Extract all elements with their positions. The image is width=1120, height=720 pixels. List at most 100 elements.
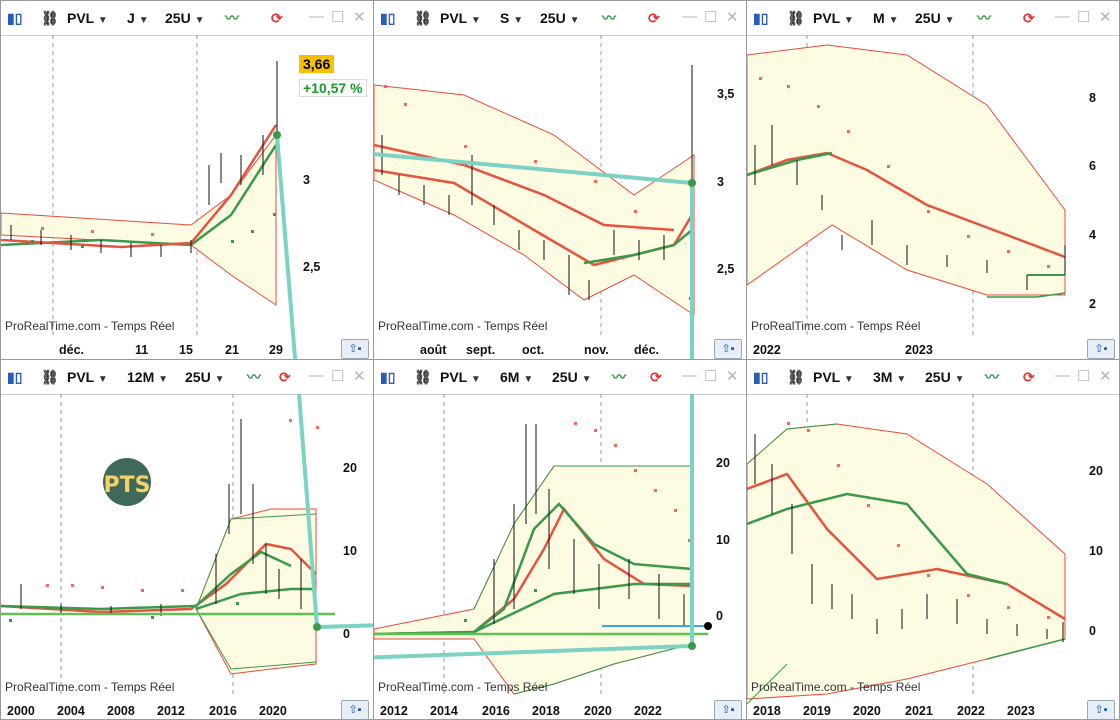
x-tick: 2019 xyxy=(803,704,831,718)
period-selector[interactable]: J ▼ xyxy=(127,10,149,26)
candlestick-icon[interactable]: ▮▯ xyxy=(380,10,396,26)
ticker-selector[interactable]: PVL ▼ xyxy=(813,10,854,26)
period-selector[interactable]: 12M ▼ xyxy=(127,369,169,385)
chart-svg: PTS xyxy=(1,394,373,694)
y-tick: 3,5 xyxy=(717,87,735,101)
indicator-icon[interactable]: 〰 xyxy=(225,10,239,26)
close-icon[interactable]: ✕ xyxy=(726,368,739,385)
pts-logo-text: PTS xyxy=(104,473,151,498)
units-selector[interactable]: 25U ▼ xyxy=(185,369,225,385)
price-chart[interactable]: 3,66 +10,57 % 3 2,5 ProRealTime.com - Te… xyxy=(1,35,373,359)
y-tick: 0 xyxy=(716,609,723,623)
maximize-icon[interactable]: ☐ xyxy=(1077,368,1091,385)
refresh-icon[interactable]: ⟳ xyxy=(650,369,662,385)
units-selector[interactable]: 25U ▼ xyxy=(540,10,580,26)
scroll-right-icon[interactable]: ⇧▪ xyxy=(341,339,369,359)
x-tick: 2012 xyxy=(157,704,185,718)
units-selector[interactable]: 25U ▼ xyxy=(925,369,965,385)
minimize-icon[interactable]: — xyxy=(682,367,697,384)
chart-panel-daily: ▮▯ ⛓ PVL ▼ J ▼ 25U ▼ 〰 ⟳ — ☐ ✕ xyxy=(0,0,374,360)
link-icon[interactable]: ⛓ xyxy=(41,10,59,26)
watermark: ProRealTime.com - Temps Réel xyxy=(378,680,548,694)
price-chart[interactable]: 3,5 3 2,5 ProRealTime.com - Temps Réel a… xyxy=(374,35,746,359)
period-selector[interactable]: 6M ▼ xyxy=(500,369,534,385)
period-selector[interactable]: S ▼ xyxy=(500,10,524,26)
scroll-right-icon[interactable]: ⇧▪ xyxy=(714,339,742,359)
watermark: ProRealTime.com - Temps Réel xyxy=(751,680,921,694)
change-percent-badge: +10,57 % xyxy=(299,79,367,97)
maximize-icon[interactable]: ☐ xyxy=(1077,9,1091,26)
indicator-icon[interactable]: 〰 xyxy=(247,369,261,385)
refresh-icon[interactable]: ⟳ xyxy=(1023,10,1035,26)
panel-toolbar: ▮▯ ⛓ PVL ▼ 3M ▼ 25U ▼ 〰 ⟳ — ☐ ✕ xyxy=(747,360,1119,395)
x-tick: 2000 xyxy=(7,704,35,718)
y-tick: 0 xyxy=(343,627,350,641)
indicator-icon[interactable]: 〰 xyxy=(602,10,616,26)
maximize-icon[interactable]: ☐ xyxy=(704,9,718,26)
scroll-right-icon[interactable]: ⇧▪ xyxy=(714,700,742,719)
link-icon[interactable]: ⛓ xyxy=(414,10,432,26)
scroll-right-icon[interactable]: ⇧▪ xyxy=(1087,700,1115,719)
ticker-selector[interactable]: PVL ▼ xyxy=(67,10,108,26)
units-selector[interactable]: 25U ▼ xyxy=(165,10,205,26)
scroll-right-icon[interactable]: ⇧▪ xyxy=(341,700,369,719)
link-icon[interactable]: ⛓ xyxy=(414,369,432,385)
maximize-icon[interactable]: ☐ xyxy=(331,9,345,26)
chart-panel-monthly: ▮▯ ⛓ PVL ▼ M ▼ 25U ▼ 〰 ⟳ — ☐ ✕ 8 6 xyxy=(746,0,1120,360)
price-chart[interactable]: 20 10 0 ProRealTime.com - Temps Réel 201… xyxy=(747,394,1119,719)
minimize-icon[interactable]: — xyxy=(1055,8,1070,25)
x-tick: 2018 xyxy=(532,704,560,718)
refresh-icon[interactable]: ⟳ xyxy=(648,10,660,26)
indicator-icon[interactable]: 〰 xyxy=(985,369,999,385)
close-icon[interactable]: ✕ xyxy=(726,9,739,26)
minimize-icon[interactable]: — xyxy=(309,8,324,25)
scroll-right-icon[interactable]: ⇧▪ xyxy=(1087,339,1115,359)
close-icon[interactable]: ✕ xyxy=(353,9,366,26)
close-icon[interactable]: ✕ xyxy=(1099,368,1112,385)
x-tick: 15 xyxy=(179,343,193,357)
y-tick: 3 xyxy=(303,173,310,187)
link-icon[interactable]: ⛓ xyxy=(787,10,805,26)
candlestick-icon[interactable]: ▮▯ xyxy=(380,369,396,385)
candlestick-icon[interactable]: ▮▯ xyxy=(753,369,769,385)
x-tick: 2022 xyxy=(753,343,781,357)
ticker-selector[interactable]: PVL ▼ xyxy=(813,369,854,385)
indicator-icon[interactable]: 〰 xyxy=(977,10,991,26)
x-tick: août xyxy=(420,343,447,357)
y-tick: 8 xyxy=(1089,91,1096,105)
maximize-icon[interactable]: ☐ xyxy=(331,368,345,385)
chart-panel-weekly: ▮▯ ⛓ PVL ▼ S ▼ 25U ▼ 〰 ⟳ — ☐ ✕ xyxy=(373,0,747,360)
minimize-icon[interactable]: — xyxy=(309,367,324,384)
candlestick-icon[interactable]: ▮▯ xyxy=(7,10,23,26)
price-chart[interactable]: PTS 20 10 0 ProRealTime.com - Temps Réel… xyxy=(1,394,373,719)
refresh-icon[interactable]: ⟳ xyxy=(271,10,283,26)
close-icon[interactable]: ✕ xyxy=(1099,9,1112,26)
y-tick: 10 xyxy=(343,544,357,558)
price-chart[interactable]: 8 6 4 2 ProRealTime.com - Temps Réel 202… xyxy=(747,35,1119,359)
x-tick: 21 xyxy=(225,343,239,357)
refresh-icon[interactable]: ⟳ xyxy=(1023,369,1035,385)
x-tick: 2018 xyxy=(753,704,781,718)
indicator-icon[interactable]: 〰 xyxy=(612,369,626,385)
y-tick: 10 xyxy=(716,533,730,547)
candlestick-icon[interactable]: ▮▯ xyxy=(7,369,23,385)
close-icon[interactable]: ✕ xyxy=(353,368,366,385)
ticker-selector[interactable]: PVL ▼ xyxy=(440,369,481,385)
minimize-icon[interactable]: — xyxy=(682,8,697,25)
ticker-selector[interactable]: PVL ▼ xyxy=(440,10,481,26)
link-icon[interactable]: ⛓ xyxy=(787,369,805,385)
period-selector[interactable]: M ▼ xyxy=(873,10,899,26)
refresh-icon[interactable]: ⟳ xyxy=(279,369,291,385)
x-tick: sept. xyxy=(466,343,496,357)
maximize-icon[interactable]: ☐ xyxy=(704,368,718,385)
units-selector[interactable]: 25U ▼ xyxy=(915,10,955,26)
x-tick: 2014 xyxy=(430,704,458,718)
minimize-icon[interactable]: — xyxy=(1055,367,1070,384)
units-selector[interactable]: 25U ▼ xyxy=(552,369,592,385)
link-icon[interactable]: ⛓ xyxy=(41,369,59,385)
x-tick: 2012 xyxy=(380,704,408,718)
price-chart[interactable]: 20 10 0 ProRealTime.com - Temps Réel 201… xyxy=(374,394,746,719)
candlestick-icon[interactable]: ▮▯ xyxy=(753,10,769,26)
ticker-selector[interactable]: PVL ▼ xyxy=(67,369,108,385)
period-selector[interactable]: 3M ▼ xyxy=(873,369,907,385)
